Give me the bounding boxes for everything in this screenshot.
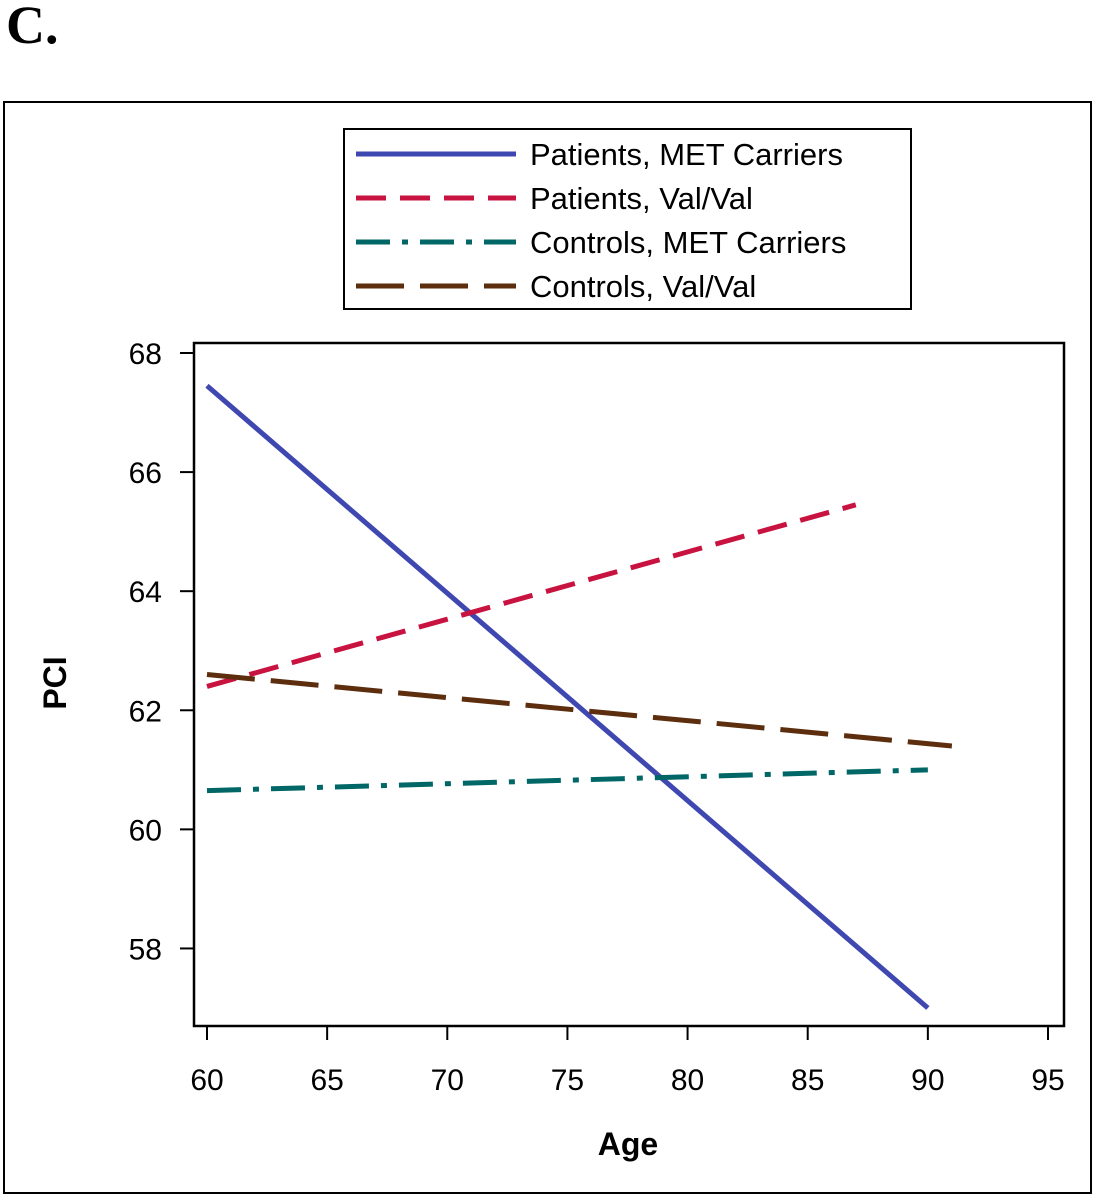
x-axis: 60 65 70 75 80 85 90 95	[190, 1026, 1065, 1097]
legend-label: Controls, MET Carriers	[530, 225, 846, 260]
y-tick-label: 58	[129, 933, 162, 966]
y-tick-label: 64	[129, 576, 162, 609]
y-tick-label: 68	[129, 338, 162, 371]
y-tick-label: 60	[129, 814, 162, 847]
x-tick-label: 80	[671, 1064, 704, 1097]
legend-label: Patients, Val/Val	[530, 181, 753, 216]
x-tick-label: 75	[551, 1064, 584, 1097]
figure-frame	[3, 101, 1092, 1194]
legend-label: Patients, MET Carriers	[530, 137, 843, 172]
x-tick-label: 60	[190, 1064, 223, 1097]
x-tick-label: 70	[431, 1064, 464, 1097]
series-line-1	[205, 383, 930, 1010]
legend: Patients, MET Carriers Patients, Val/Val C…	[343, 128, 912, 310]
series-layer	[205, 383, 953, 1010]
series-line-3	[206, 767, 928, 794]
panel-label: C.	[6, 0, 59, 55]
legend-label: Controls, Val/Val	[530, 269, 756, 304]
series-line-2	[206, 502, 857, 689]
x-tick-label: 85	[791, 1064, 824, 1097]
y-tick-label: 62	[129, 695, 162, 728]
x-tick-label: 65	[310, 1064, 343, 1097]
y-axis: 58 60 62 64 66 68	[129, 338, 194, 966]
y-axis-title: PCI	[37, 656, 73, 709]
legend-box	[343, 128, 912, 310]
x-axis-title: Age	[598, 1126, 658, 1162]
x-tick-label: 90	[911, 1064, 944, 1097]
x-tick-label: 95	[1031, 1064, 1064, 1097]
series-line-4	[206, 672, 953, 749]
y-tick-label: 66	[129, 457, 162, 490]
plot-area	[192, 341, 1066, 1028]
